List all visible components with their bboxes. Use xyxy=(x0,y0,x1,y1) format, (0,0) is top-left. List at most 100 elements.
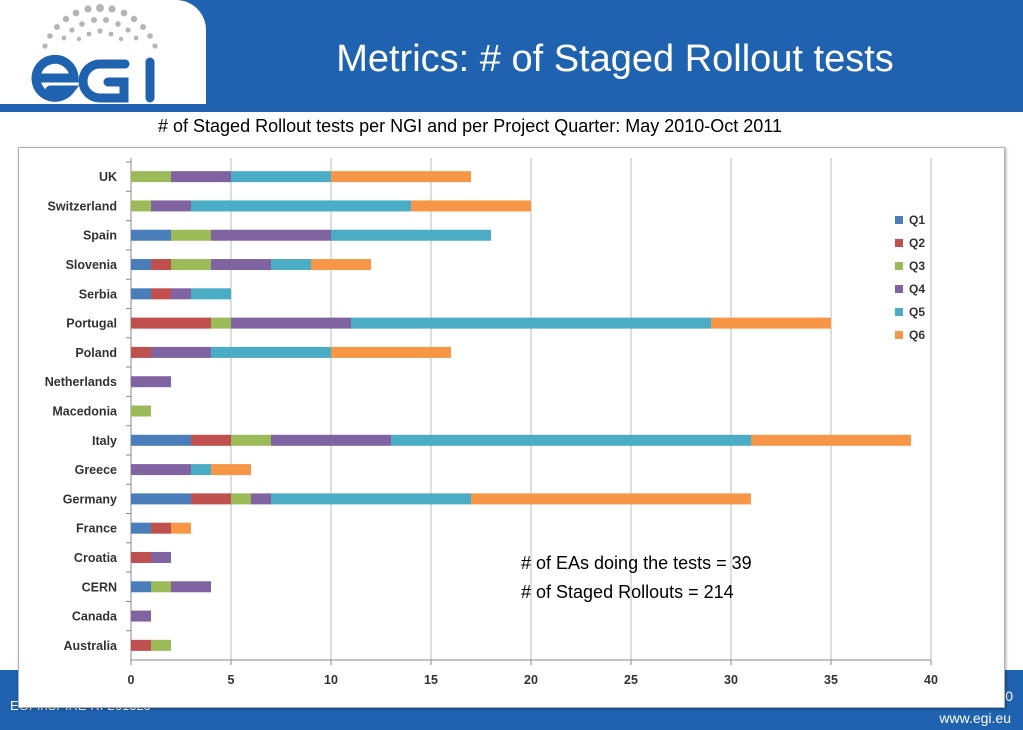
x-tick-label: 10 xyxy=(324,673,338,687)
bar-segment-q3 xyxy=(171,259,211,271)
legend-label: Q2 xyxy=(909,236,925,250)
category-label: Croatia xyxy=(74,551,118,565)
bar-segment-q2 xyxy=(131,551,151,563)
category-label: Germany xyxy=(63,492,117,506)
bar-segment-q6 xyxy=(751,434,911,446)
x-tick-label: 0 xyxy=(128,673,135,687)
x-tick-label: 20 xyxy=(524,673,538,687)
bar-segment-q4 xyxy=(131,610,151,622)
bar-segment-q4 xyxy=(231,317,351,329)
category-label: Italy xyxy=(92,434,117,448)
bar-segment-q6 xyxy=(471,493,751,505)
legend-label: Q4 xyxy=(909,282,925,296)
category-label: Netherlands xyxy=(45,375,117,389)
bar-segment-q3 xyxy=(231,493,251,505)
bar-segment-q4 xyxy=(271,434,391,446)
bar-segment-q6 xyxy=(411,200,531,212)
bar-segment-q5 xyxy=(191,200,411,212)
category-label: Switzerland xyxy=(48,199,117,213)
category-label: Poland xyxy=(75,346,117,360)
x-tick-label: 25 xyxy=(624,673,638,687)
legend-label: Q6 xyxy=(909,328,925,342)
bar-segment-q2 xyxy=(151,259,171,271)
category-label: Spain xyxy=(83,229,117,243)
category-label: Macedonia xyxy=(52,405,118,419)
bar-segment-q4 xyxy=(171,171,231,183)
bar-segment-q4 xyxy=(171,581,211,593)
bar-segment-q5 xyxy=(271,493,471,505)
chart-subtitle: # of Staged Rollout tests per NGI and pe… xyxy=(158,116,782,136)
logo-dots xyxy=(42,4,158,49)
category-label: Portugal xyxy=(66,317,117,331)
bar-segment-q5 xyxy=(191,464,211,476)
bar-segment-q4 xyxy=(251,493,271,505)
bar-segment-q5 xyxy=(331,229,491,241)
bar-segment-q4 xyxy=(131,464,191,476)
bar-segment-q3 xyxy=(131,405,151,417)
bar-segment-q1 xyxy=(131,288,151,300)
bar-segment-q6 xyxy=(171,522,191,534)
legend-swatch xyxy=(895,308,903,316)
bar-segment-q5 xyxy=(391,434,751,446)
bar-segment-q3 xyxy=(151,581,171,593)
legend-swatch xyxy=(895,239,903,247)
bar-segment-q2 xyxy=(131,639,151,651)
bar-segment-q2 xyxy=(191,434,231,446)
bar-segment-q4 xyxy=(151,200,191,212)
category-label: France xyxy=(76,522,117,536)
x-tick-label: 15 xyxy=(424,673,438,687)
bar-segment-q1 xyxy=(131,259,151,271)
bar-segment-q1 xyxy=(131,229,171,241)
category-label: Greece xyxy=(75,463,117,477)
bar-segment-q6 xyxy=(311,259,371,271)
bar-segment-q5 xyxy=(211,346,331,358)
bar-segment-q3 xyxy=(171,229,211,241)
page-title: Metrics: # of Staged Rollout tests xyxy=(336,38,894,80)
category-label: UK xyxy=(99,170,117,184)
bar-segment-q6 xyxy=(331,171,471,183)
bar-segment-q4 xyxy=(151,551,171,563)
bar-segment-q2 xyxy=(151,522,171,534)
legend-swatch xyxy=(895,216,903,224)
category-label: CERN xyxy=(82,580,117,594)
bar-segment-q1 xyxy=(131,493,191,505)
bar-segment-q4 xyxy=(151,346,211,358)
bar-segment-q6 xyxy=(331,346,451,358)
bar-segment-q4 xyxy=(211,259,271,271)
legend-swatch xyxy=(895,331,903,339)
bar-segment-q5 xyxy=(351,317,711,329)
bar-segment-q5 xyxy=(231,171,331,183)
legend-label: Q5 xyxy=(909,305,925,319)
stacked-bar-chart: 0 5 10 15 20 25 30 35 40 UK Switzerland Spain Sloven… xyxy=(45,158,938,687)
egi-logo xyxy=(0,0,206,104)
bar-segment-q3 xyxy=(131,200,151,212)
x-tick-label: 40 xyxy=(924,673,938,687)
x-tick-label: 5 xyxy=(228,673,235,687)
legend-swatch xyxy=(895,262,903,270)
note-rollouts: # of Staged Rollouts = 214 xyxy=(521,582,734,602)
bar-segment-q2 xyxy=(131,317,211,329)
bar-segment-q3 xyxy=(211,317,231,329)
chart-frame: 0 5 10 15 20 25 30 35 40 UK Switzerland Spain Sloven… xyxy=(18,147,1005,708)
egi-logo-graphic xyxy=(31,4,158,103)
bar-segment-q6 xyxy=(211,464,251,476)
legend-label: Q1 xyxy=(909,213,925,227)
category-label: Canada xyxy=(72,610,118,624)
bar-segment-q4 xyxy=(211,229,331,241)
bar-segment-q1 xyxy=(131,434,191,446)
bar-segment-q2 xyxy=(131,346,151,358)
bar-segment-q5 xyxy=(191,288,231,300)
category-label: Australia xyxy=(64,639,119,653)
x-tick-label: 35 xyxy=(824,673,838,687)
note-eas: # of EAs doing the tests = 39 xyxy=(521,553,752,573)
logo-letters xyxy=(31,54,155,103)
category-label: Slovenia xyxy=(66,258,118,272)
bar-segment-q6 xyxy=(711,317,831,329)
bar-segment-q3 xyxy=(231,434,271,446)
bar-segment-q3 xyxy=(151,639,171,651)
legend-label: Q3 xyxy=(909,259,925,273)
bar-segment-q2 xyxy=(151,288,171,300)
bar-segment-q1 xyxy=(131,522,151,534)
footer-url: www.egi.eu xyxy=(939,710,1011,726)
bar-segment-q3 xyxy=(131,171,171,183)
